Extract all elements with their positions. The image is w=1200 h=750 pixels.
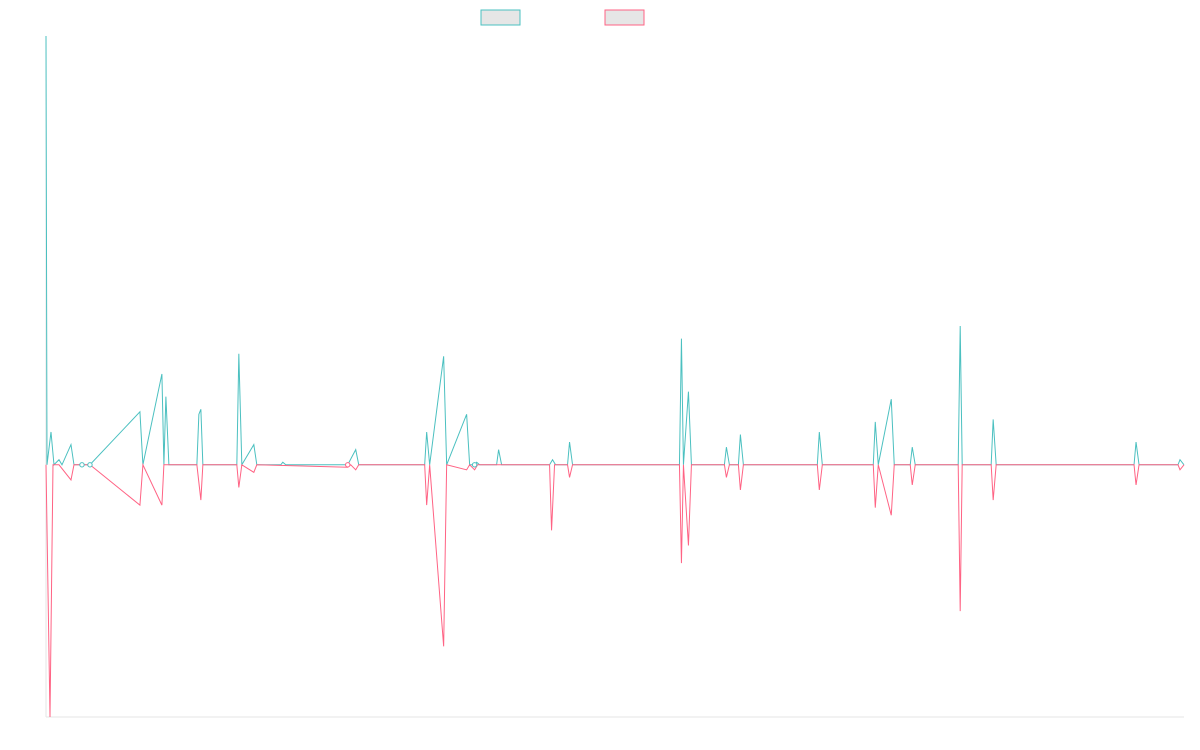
legend (480, 9, 645, 26)
zero-marker-1 (79, 462, 85, 468)
series-line-2 (45, 462, 1185, 718)
series-group (45, 35, 1185, 718)
zero-marker-3 (345, 462, 351, 468)
axes (45, 36, 1184, 718)
zero-marker-4 (471, 462, 478, 468)
legend-swatch-2[interactable] (604, 9, 645, 26)
series-line-1 (45, 35, 1185, 467)
legend-swatch-1[interactable] (480, 9, 521, 26)
zero-marker-2 (87, 462, 93, 468)
